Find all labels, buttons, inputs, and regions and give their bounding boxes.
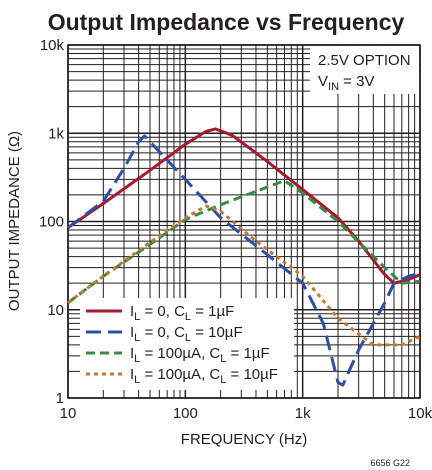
series-line-1 <box>67 127 421 285</box>
legend-label-3: IL = 100µA, CL = 1µF <box>130 345 270 365</box>
annotation-background <box>310 46 419 94</box>
legend-label-part: L <box>185 332 191 344</box>
legend-label-part: I <box>130 324 134 341</box>
y-axis-label: OUTPUT IMPEDANCE (Ω) <box>6 131 23 311</box>
legend-label-part: = 1µF <box>191 303 234 320</box>
legend-label-part: = 0, C <box>140 303 185 320</box>
legend-label-part: L <box>220 353 226 365</box>
annotation-vin-rest: = 3V <box>339 73 374 90</box>
legend-label-part: = 1µF <box>226 345 269 362</box>
legend-label-part: L <box>220 374 226 386</box>
legend-label-1: IL = 0, CL = 1µF <box>130 303 234 323</box>
annotation-line-2: VIN = 3V <box>318 73 374 93</box>
series-line-2 <box>67 134 421 387</box>
legend-label-part: L <box>134 332 140 344</box>
annotation-box: 2.5V OPTION VIN = 3V <box>310 46 419 94</box>
annotation-vin-sub: IN <box>328 81 339 93</box>
legend-label-part: I <box>130 303 134 320</box>
legend-label-part: I <box>130 345 134 362</box>
x-axis-label: FREQUENCY (Hz) <box>181 431 307 448</box>
x-tick-label: 1k <box>295 405 311 422</box>
y-tick-label: 1k <box>48 125 64 142</box>
legend-label-part: = 100µA, C <box>140 345 220 362</box>
legend-label-2: IL = 0, CL = 10µF <box>130 324 243 344</box>
legend-label-part: L <box>185 311 191 323</box>
x-tick-label: 100 <box>173 405 198 422</box>
legend-label-part: L <box>134 374 140 386</box>
legend-label-part: I <box>130 366 134 383</box>
series-line-4 <box>67 204 421 347</box>
annotation-line-1: 2.5V OPTION <box>318 52 411 69</box>
y-tick-label: 1 <box>56 390 64 407</box>
annotation-vin-main: V <box>318 73 328 90</box>
legend-background <box>80 298 294 390</box>
y-tick-label: 10 <box>47 302 64 319</box>
legend-label-part: = 10µF <box>191 324 243 341</box>
x-tick-label: 10 <box>60 405 77 422</box>
legend-label-part: = 0, C <box>140 324 185 341</box>
y-tick-label: 100 <box>39 214 64 231</box>
y-tick-label: 10k <box>40 37 65 54</box>
x-tick-label: 10k <box>408 405 432 422</box>
footnote: 6656 G22 <box>370 458 410 468</box>
series-group <box>67 127 421 387</box>
legend-label-part: L <box>134 311 140 323</box>
legend-label-4: IL = 100µA, CL = 10µF <box>130 366 278 386</box>
legend-label-part: L <box>134 353 140 365</box>
legend-label-part: = 10µF <box>226 366 278 383</box>
chart-title: Output Impedance vs Frequency <box>48 9 405 35</box>
legend-label-part: = 100µA, C <box>140 366 220 383</box>
